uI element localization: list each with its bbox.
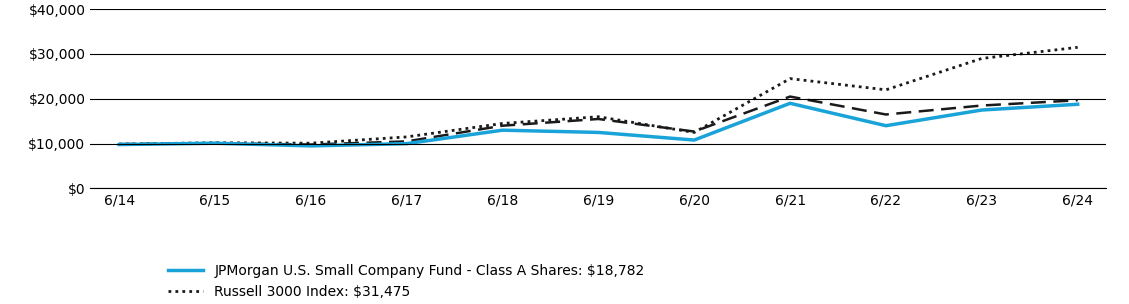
Russell 2000 Index: $19,677: (4, 1.4e+04): $19,677: (4, 1.4e+04) bbox=[496, 124, 509, 128]
Line: JPMorgan U.S. Small Company Fund - Class A Shares: $18,782: JPMorgan U.S. Small Company Fund - Class… bbox=[119, 103, 1078, 146]
Russell 3000 Index: $31,475: (10, 3.15e+04): $31,475: (10, 3.15e+04) bbox=[1071, 46, 1085, 49]
Russell 3000 Index: $31,475: (4, 1.45e+04): $31,475: (4, 1.45e+04) bbox=[496, 122, 509, 125]
Russell 2000 Index: $19,677: (9, 1.85e+04): $19,677: (9, 1.85e+04) bbox=[975, 104, 989, 107]
Line: Russell 2000 Index: $19,677: Russell 2000 Index: $19,677 bbox=[119, 97, 1078, 144]
JPMorgan U.S. Small Company Fund - Class A Shares: $18,782: (4, 1.3e+04): $18,782: (4, 1.3e+04) bbox=[496, 128, 509, 132]
Russell 2000 Index: $19,677: (7, 2.05e+04): $19,677: (7, 2.05e+04) bbox=[784, 95, 797, 98]
Russell 3000 Index: $31,475: (6, 1.25e+04): $31,475: (6, 1.25e+04) bbox=[688, 131, 701, 134]
Russell 3000 Index: $31,475: (5, 1.6e+04): $31,475: (5, 1.6e+04) bbox=[592, 115, 605, 119]
Russell 3000 Index: $31,475: (3, 1.15e+04): $31,475: (3, 1.15e+04) bbox=[400, 135, 413, 139]
Russell 2000 Index: $19,677: (6, 1.27e+04): $19,677: (6, 1.27e+04) bbox=[688, 130, 701, 133]
Russell 3000 Index: $31,475: (8, 2.2e+04): $31,475: (8, 2.2e+04) bbox=[879, 88, 893, 92]
Line: Russell 3000 Index: $31,475: Russell 3000 Index: $31,475 bbox=[119, 47, 1078, 144]
Russell 2000 Index: $19,677: (0, 9.9e+03): $19,677: (0, 9.9e+03) bbox=[112, 142, 125, 146]
JPMorgan U.S. Small Company Fund - Class A Shares: $18,782: (5, 1.25e+04): $18,782: (5, 1.25e+04) bbox=[592, 131, 605, 134]
Russell 2000 Index: $19,677: (10, 1.97e+04): $19,677: (10, 1.97e+04) bbox=[1071, 98, 1085, 102]
Legend: JPMorgan U.S. Small Company Fund - Class A Shares: $18,782, Russell 3000 Index: : JPMorgan U.S. Small Company Fund - Class… bbox=[168, 264, 645, 304]
Russell 2000 Index: $19,677: (8, 1.65e+04): $19,677: (8, 1.65e+04) bbox=[879, 113, 893, 116]
JPMorgan U.S. Small Company Fund - Class A Shares: $18,782: (1, 1.01e+04): $18,782: (1, 1.01e+04) bbox=[208, 141, 221, 145]
Russell 2000 Index: $19,677: (2, 9.8e+03): $19,677: (2, 9.8e+03) bbox=[304, 143, 317, 146]
JPMorgan U.S. Small Company Fund - Class A Shares: $18,782: (10, 1.88e+04): $18,782: (10, 1.88e+04) bbox=[1071, 102, 1085, 106]
JPMorgan U.S. Small Company Fund - Class A Shares: $18,782: (3, 1e+04): $18,782: (3, 1e+04) bbox=[400, 142, 413, 146]
Russell 3000 Index: $31,475: (0, 9.9e+03): $31,475: (0, 9.9e+03) bbox=[112, 142, 125, 146]
JPMorgan U.S. Small Company Fund - Class A Shares: $18,782: (6, 1.08e+04): $18,782: (6, 1.08e+04) bbox=[688, 138, 701, 142]
Russell 3000 Index: $31,475: (1, 1.02e+04): $31,475: (1, 1.02e+04) bbox=[208, 141, 221, 145]
JPMorgan U.S. Small Company Fund - Class A Shares: $18,782: (2, 9.5e+03): $18,782: (2, 9.5e+03) bbox=[304, 144, 317, 148]
JPMorgan U.S. Small Company Fund - Class A Shares: $18,782: (8, 1.4e+04): $18,782: (8, 1.4e+04) bbox=[879, 124, 893, 128]
Russell 2000 Index: $19,677: (1, 1.01e+04): $19,677: (1, 1.01e+04) bbox=[208, 141, 221, 145]
Russell 2000 Index: $19,677: (5, 1.55e+04): $19,677: (5, 1.55e+04) bbox=[592, 117, 605, 121]
JPMorgan U.S. Small Company Fund - Class A Shares: $18,782: (9, 1.75e+04): $18,782: (9, 1.75e+04) bbox=[975, 108, 989, 112]
Russell 3000 Index: $31,475: (9, 2.9e+04): $31,475: (9, 2.9e+04) bbox=[975, 57, 989, 60]
Russell 3000 Index: $31,475: (2, 1.01e+04): $31,475: (2, 1.01e+04) bbox=[304, 141, 317, 145]
Russell 3000 Index: $31,475: (7, 2.45e+04): $31,475: (7, 2.45e+04) bbox=[784, 77, 797, 81]
JPMorgan U.S. Small Company Fund - Class A Shares: $18,782: (7, 1.9e+04): $18,782: (7, 1.9e+04) bbox=[784, 102, 797, 105]
Russell 2000 Index: $19,677: (3, 1.05e+04): $19,677: (3, 1.05e+04) bbox=[400, 140, 413, 143]
JPMorgan U.S. Small Company Fund - Class A Shares: $18,782: (0, 9.8e+03): $18,782: (0, 9.8e+03) bbox=[112, 143, 125, 146]
